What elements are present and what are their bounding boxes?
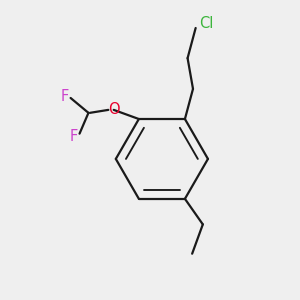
- Text: F: F: [70, 128, 78, 143]
- Text: F: F: [61, 89, 69, 104]
- Text: O: O: [108, 102, 119, 117]
- Text: Cl: Cl: [199, 16, 213, 31]
